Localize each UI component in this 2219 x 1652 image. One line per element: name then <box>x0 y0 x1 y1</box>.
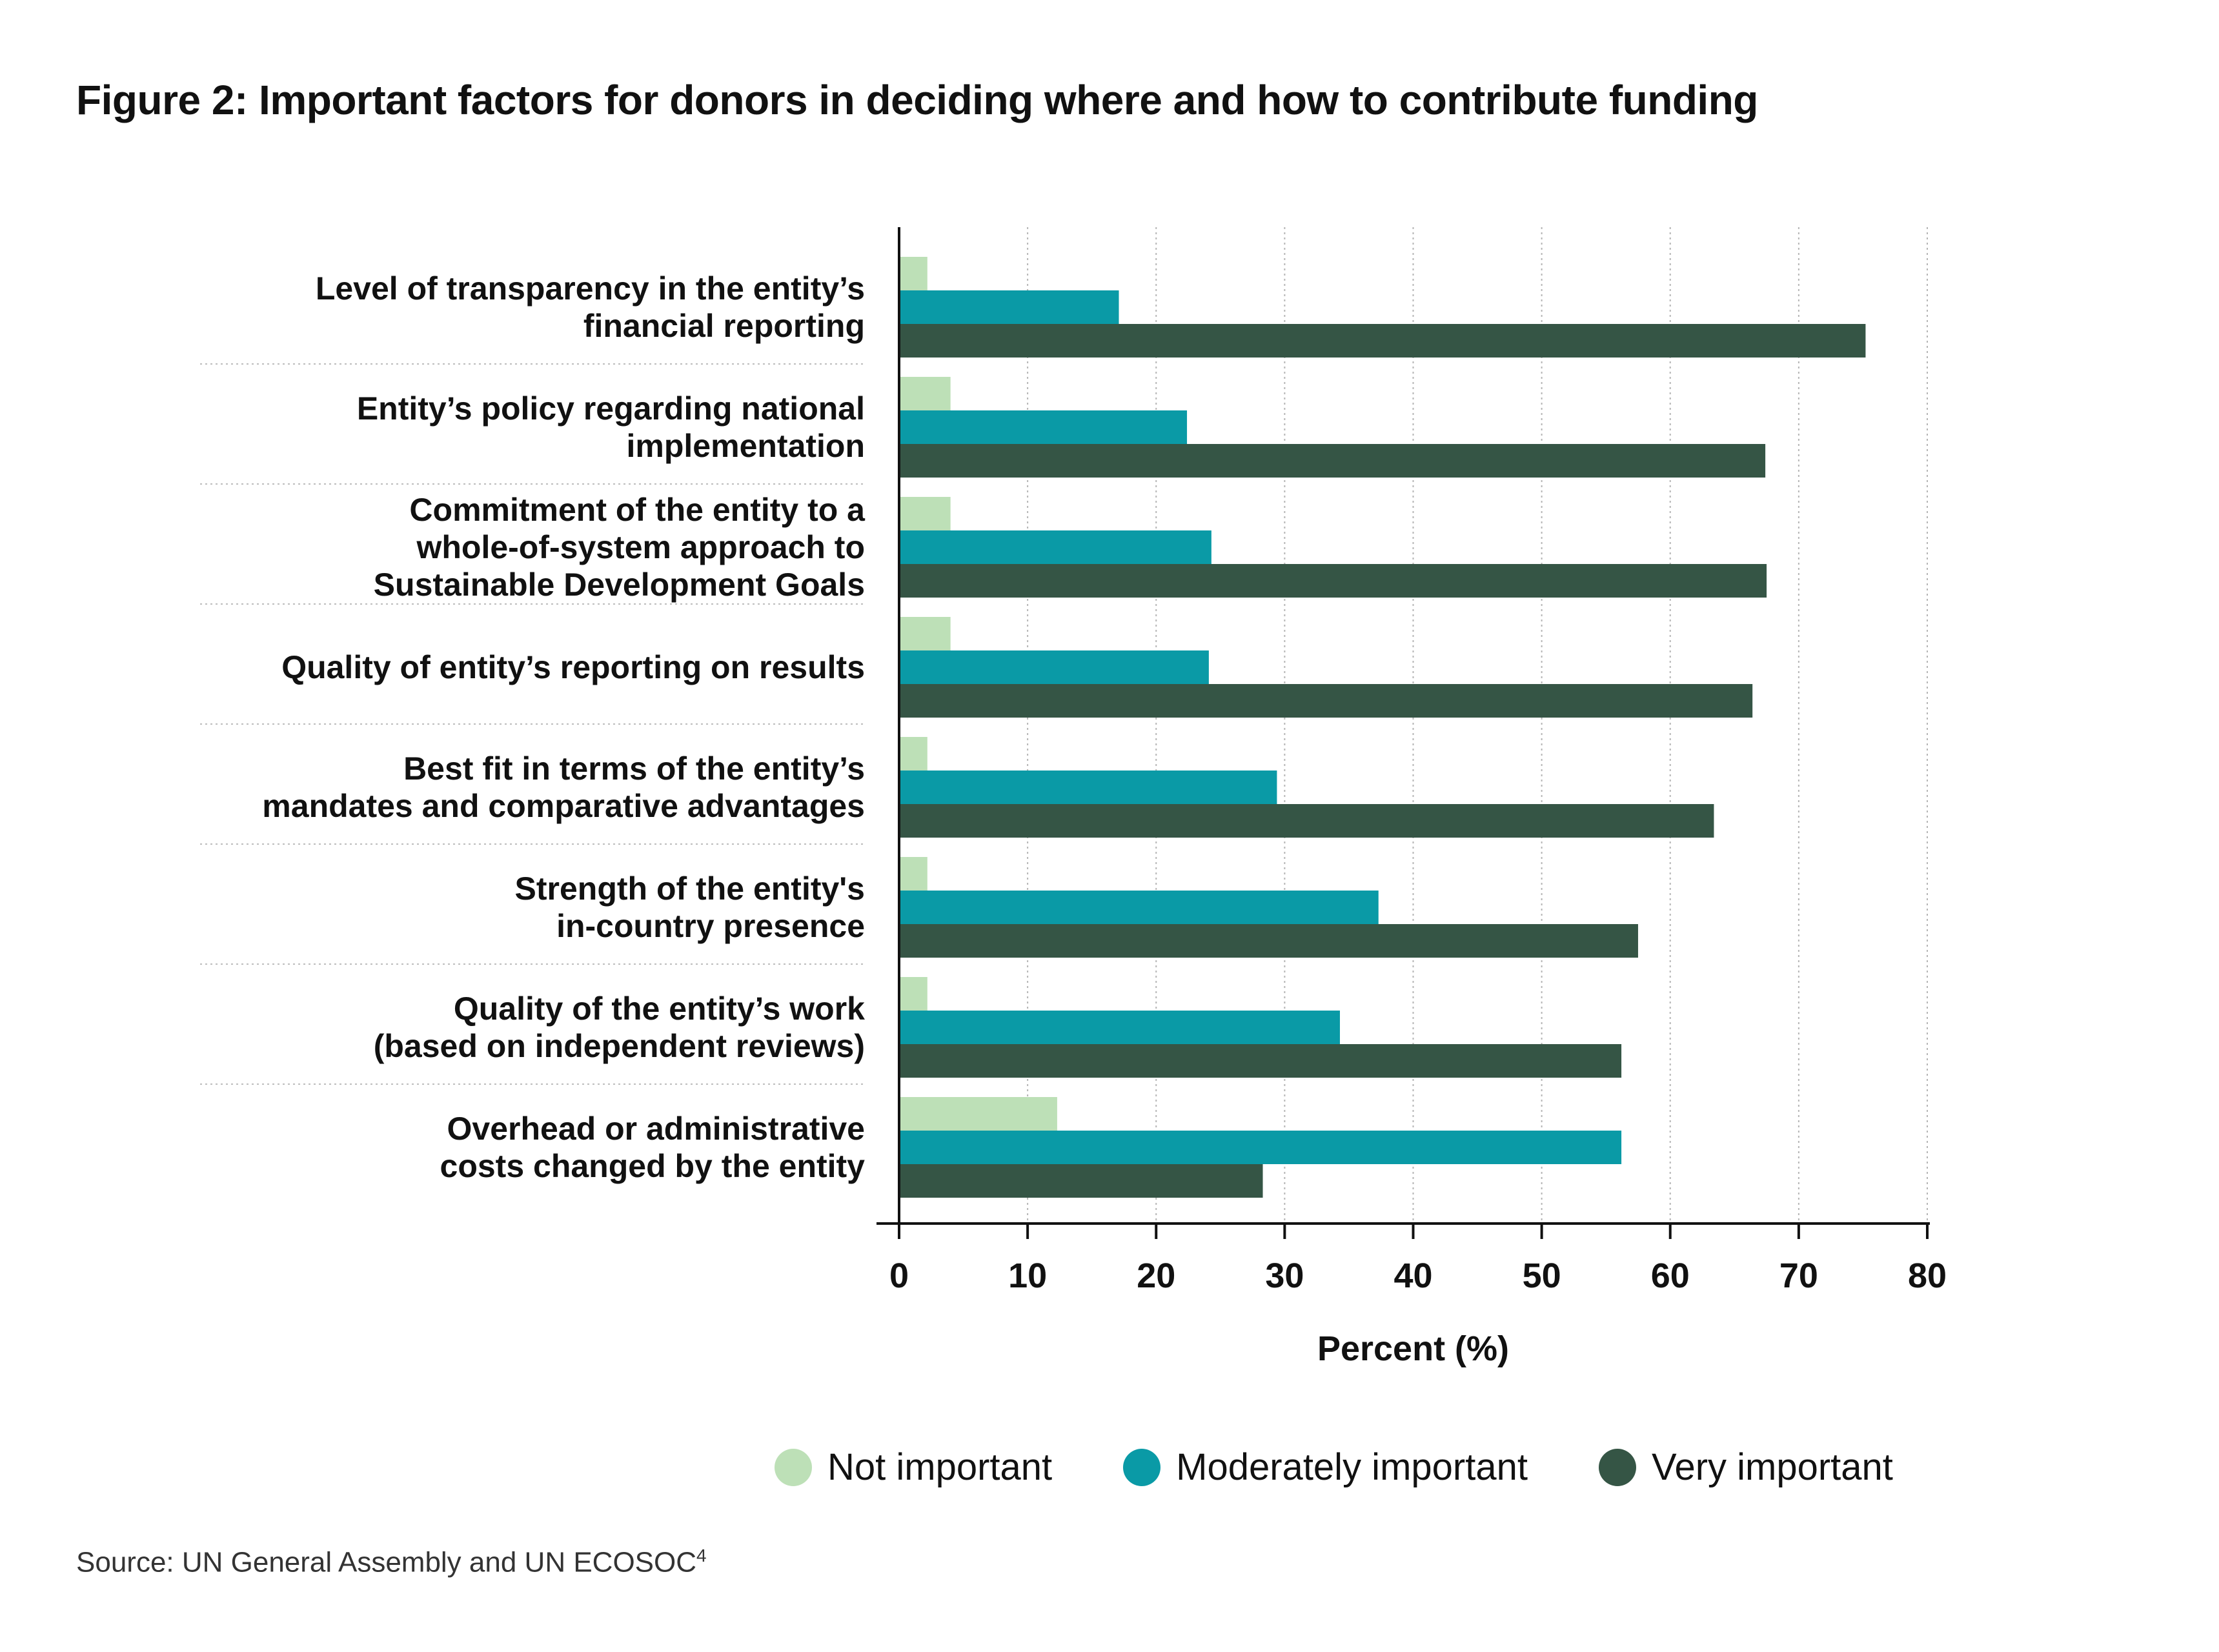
legend-label: Not important <box>827 1446 1053 1488</box>
axes <box>876 227 1930 1239</box>
legend-item-not-important: Not important <box>775 1446 1052 1489</box>
bar-very-important-2 <box>899 444 1766 478</box>
bar-very-important-4 <box>899 684 1753 718</box>
x-tick-label-60: 60 <box>1651 1256 1690 1295</box>
x-tick-label-40: 40 <box>1393 1256 1432 1295</box>
bar-very-important-6 <box>899 924 1638 958</box>
x-tick-label-30: 30 <box>1265 1256 1304 1295</box>
source-note: Source: UN General Assembly and UN ECOSO… <box>76 1546 707 1579</box>
x-tick-labels: 0 10 20 30 40 50 60 70 80 <box>889 1256 1947 1295</box>
category-label-8: Overhead or administrative costs changed … <box>440 1111 866 1184</box>
bar-very-important-5 <box>899 804 1714 838</box>
bar-not-important-5 <box>899 737 927 771</box>
bars <box>899 257 1866 1198</box>
bar-not-important-6 <box>899 857 927 891</box>
x-tick-label-80: 80 <box>1908 1256 1947 1295</box>
bar-very-important-8 <box>899 1164 1263 1198</box>
legend-item-very-important: Very important <box>1598 1446 1893 1489</box>
bar-moderately-important-8 <box>899 1131 1622 1164</box>
bar-moderately-important-4 <box>899 650 1209 684</box>
legend-item-moderately-important: Moderately important <box>1123 1446 1528 1489</box>
bar-not-important-1 <box>899 257 927 290</box>
category-label-5: Best fit in terms of the entity’s mandate… <box>262 750 865 824</box>
bar-not-important-4 <box>899 617 951 650</box>
bar-chart: Level of transparency in the entity’s fin… <box>200 227 1947 1368</box>
bar-very-important-7 <box>899 1044 1622 1078</box>
category-label-6: Strength of the entity's in-country prese… <box>515 871 865 944</box>
legend-swatch-icon <box>1598 1448 1636 1486</box>
category-label-3: Commitment of the entity to a whole-of-sy… <box>374 492 866 603</box>
legend-swatch-icon <box>1123 1448 1161 1486</box>
bar-moderately-important-7 <box>899 1011 1340 1044</box>
bar-not-important-7 <box>899 977 927 1011</box>
bar-moderately-important-2 <box>899 410 1188 444</box>
x-axis-title: Percent (%) <box>1317 1329 1509 1368</box>
source-text: Source: UN General Assembly and UN ECOSO… <box>76 1546 697 1578</box>
bar-not-important-3 <box>899 497 951 530</box>
category-label-1: Level of transparency in the entity’s fin… <box>316 270 865 344</box>
legend-label: Very important <box>1651 1446 1893 1488</box>
bar-moderately-important-1 <box>899 290 1119 324</box>
category-separators <box>200 363 865 1085</box>
x-tick-label-10: 10 <box>1008 1256 1047 1295</box>
category-label-7: Quality of the entity’s work (based on in… <box>374 991 865 1064</box>
gridlines <box>1027 227 1928 1224</box>
source-footnote-marker: 4 <box>696 1546 707 1566</box>
x-tick-label-70: 70 <box>1779 1256 1818 1295</box>
bar-moderately-important-3 <box>899 530 1211 564</box>
category-label-2: Entity’s policy regarding national implem… <box>357 390 865 464</box>
bar-very-important-3 <box>899 564 1767 598</box>
x-tick-label-50: 50 <box>1523 1256 1561 1295</box>
x-tick-label-20: 20 <box>1137 1256 1175 1295</box>
bar-not-important-2 <box>899 377 951 410</box>
bar-not-important-8 <box>899 1097 1057 1131</box>
legend: Not important Moderately important Very im… <box>775 1446 1893 1489</box>
x-tick-label-0: 0 <box>889 1256 909 1295</box>
bar-moderately-important-5 <box>899 771 1277 804</box>
legend-swatch-icon <box>775 1448 812 1486</box>
chart-title: Figure 2: Important factors for donors i… <box>76 77 1758 123</box>
category-labels: Level of transparency in the entity’s fin… <box>262 270 866 1184</box>
bar-moderately-important-6 <box>899 891 1379 924</box>
bar-very-important-1 <box>899 324 1866 358</box>
category-label-4: Quality of entity’s reporting on results <box>281 649 865 685</box>
legend-label: Moderately important <box>1176 1446 1528 1488</box>
